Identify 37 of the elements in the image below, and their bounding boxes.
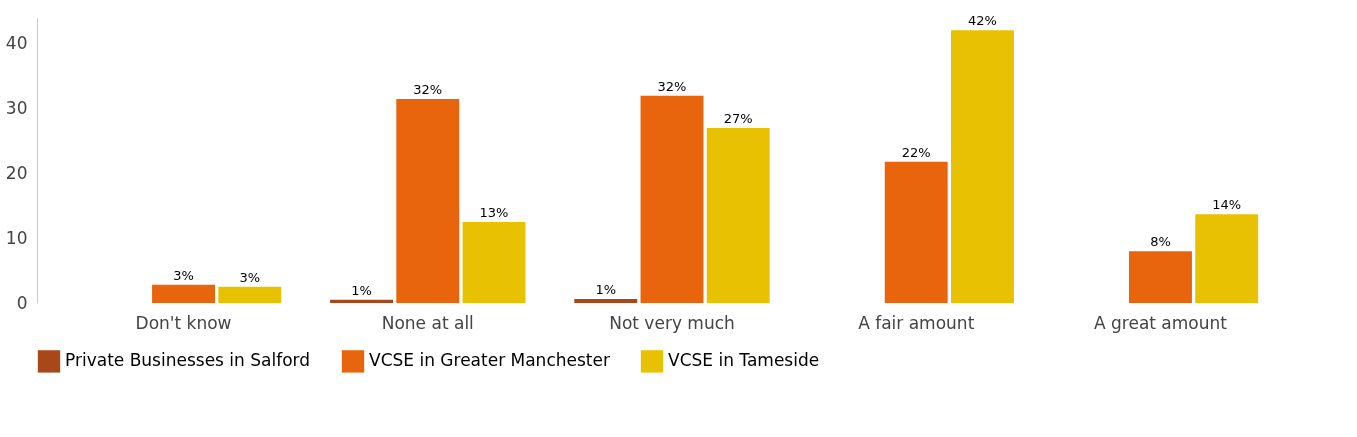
y-tick-label: 20	[5, 162, 28, 183]
y-tick-label: 0	[16, 292, 28, 313]
bar	[330, 299, 393, 303]
legend-label: VCSE in Tameside	[668, 350, 820, 371]
bar	[462, 222, 526, 303]
legend-label: Private Businesses in Salford	[65, 350, 311, 371]
bar	[396, 98, 460, 303]
data-label: 27%	[723, 111, 753, 127]
y-tick-label: 30	[5, 98, 28, 119]
y-tick-label: 40	[5, 33, 28, 54]
bar	[706, 128, 770, 303]
data-label: 3%	[239, 269, 261, 285]
data-label: 1%	[595, 282, 617, 298]
x-tick-label: A fair amount	[858, 312, 975, 333]
data-label: 32%	[657, 78, 687, 94]
x-tick-label: Don't know	[135, 312, 232, 333]
x-tick-label: Not very much	[609, 312, 735, 333]
data-label: 3%	[173, 267, 194, 283]
data-label: 8%	[1150, 234, 1171, 250]
data-label: 14%	[1212, 197, 1242, 213]
x-tick-label: None at all	[381, 312, 474, 333]
bar	[884, 161, 948, 303]
data-label: 1%	[351, 282, 372, 298]
x-tick-label: A great amount	[1093, 312, 1228, 333]
bar	[640, 95, 704, 303]
bar	[218, 286, 282, 303]
data-label: 13%	[479, 205, 509, 221]
data-label: 22%	[901, 144, 931, 160]
legend-label: VCSE in Greater Manchester	[369, 350, 610, 371]
data-label: 42%	[968, 13, 997, 29]
bar	[574, 299, 638, 303]
bar	[1129, 251, 1192, 303]
bar	[951, 30, 1014, 303]
y-tick-label: 10	[5, 227, 28, 248]
bar	[152, 284, 215, 303]
data-label: 32%	[413, 81, 443, 97]
bar	[1195, 214, 1259, 303]
